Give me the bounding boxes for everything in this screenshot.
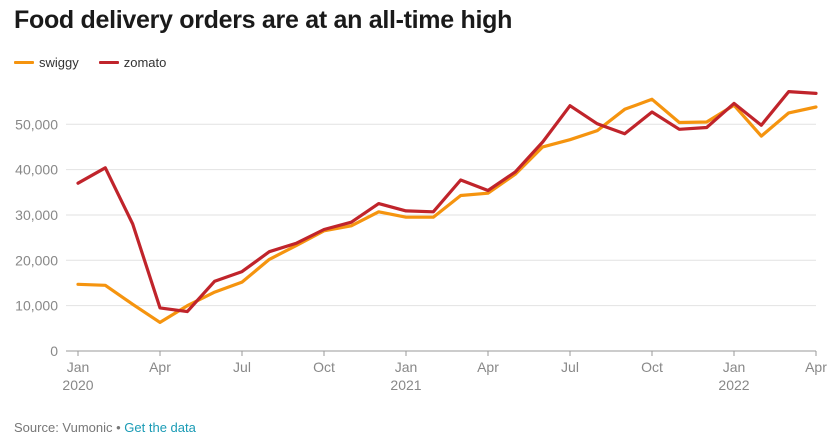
legend-swatch-swiggy <box>14 61 34 64</box>
legend-label-zomato: zomato <box>123 55 167 70</box>
y-tick-label: 40,000 <box>15 162 58 178</box>
x-tick-year-label: 2021 <box>390 377 421 393</box>
x-tick-label: Jan <box>723 359 746 375</box>
legend-label-swiggy: swiggy <box>39 55 79 70</box>
source-note: Source: Vumonic <box>14 420 113 435</box>
x-tick-label: Jul <box>561 359 579 375</box>
x-tick-label: Jan <box>67 359 90 375</box>
x-axis-tick-labels: Jan 2020 Apr Jul Oct Jan 2021 Apr Jul Oct Jan 2022 A… <box>62 351 827 393</box>
y-tick-label: 10,000 <box>15 298 58 314</box>
series-line-zomato <box>76 90 818 314</box>
x-tick-label: Apr <box>805 359 827 375</box>
legend: swiggy zomato <box>14 55 186 70</box>
x-tick-label: Jan <box>395 359 418 375</box>
footer: Source: Vumonic • Get the data <box>14 420 196 435</box>
series-lines <box>76 90 818 324</box>
y-tick-label: 50,000 <box>15 116 58 132</box>
legend-swatch-zomato <box>98 61 119 64</box>
x-tick-label: Jul <box>233 359 251 375</box>
legend-item-zomato: zomato <box>98 55 167 70</box>
y-axis-tick-labels: 0 10,000 20,000 30,000 40,000 50,000 <box>15 116 58 359</box>
y-tick-label: 0 <box>50 343 58 359</box>
chart-title: Food delivery orders are at an all-time … <box>14 6 513 34</box>
footer-separator: • <box>112 420 125 435</box>
x-tick-label: Oct <box>641 359 663 375</box>
x-tick-year-label: 2022 <box>718 377 749 393</box>
gridlines <box>66 123 816 352</box>
y-tick-label: 30,000 <box>15 207 58 223</box>
legend-item-swiggy: swiggy <box>14 55 79 70</box>
x-tick-label: Apr <box>477 359 499 375</box>
y-tick-label: 20,000 <box>15 252 58 268</box>
x-tick-year-label: 2020 <box>62 377 93 393</box>
series-line-swiggy <box>76 97 818 324</box>
get-the-data-link[interactable]: Get the data <box>124 420 196 435</box>
x-tick-label: Oct <box>313 359 335 375</box>
x-tick-label: Apr <box>149 359 171 375</box>
